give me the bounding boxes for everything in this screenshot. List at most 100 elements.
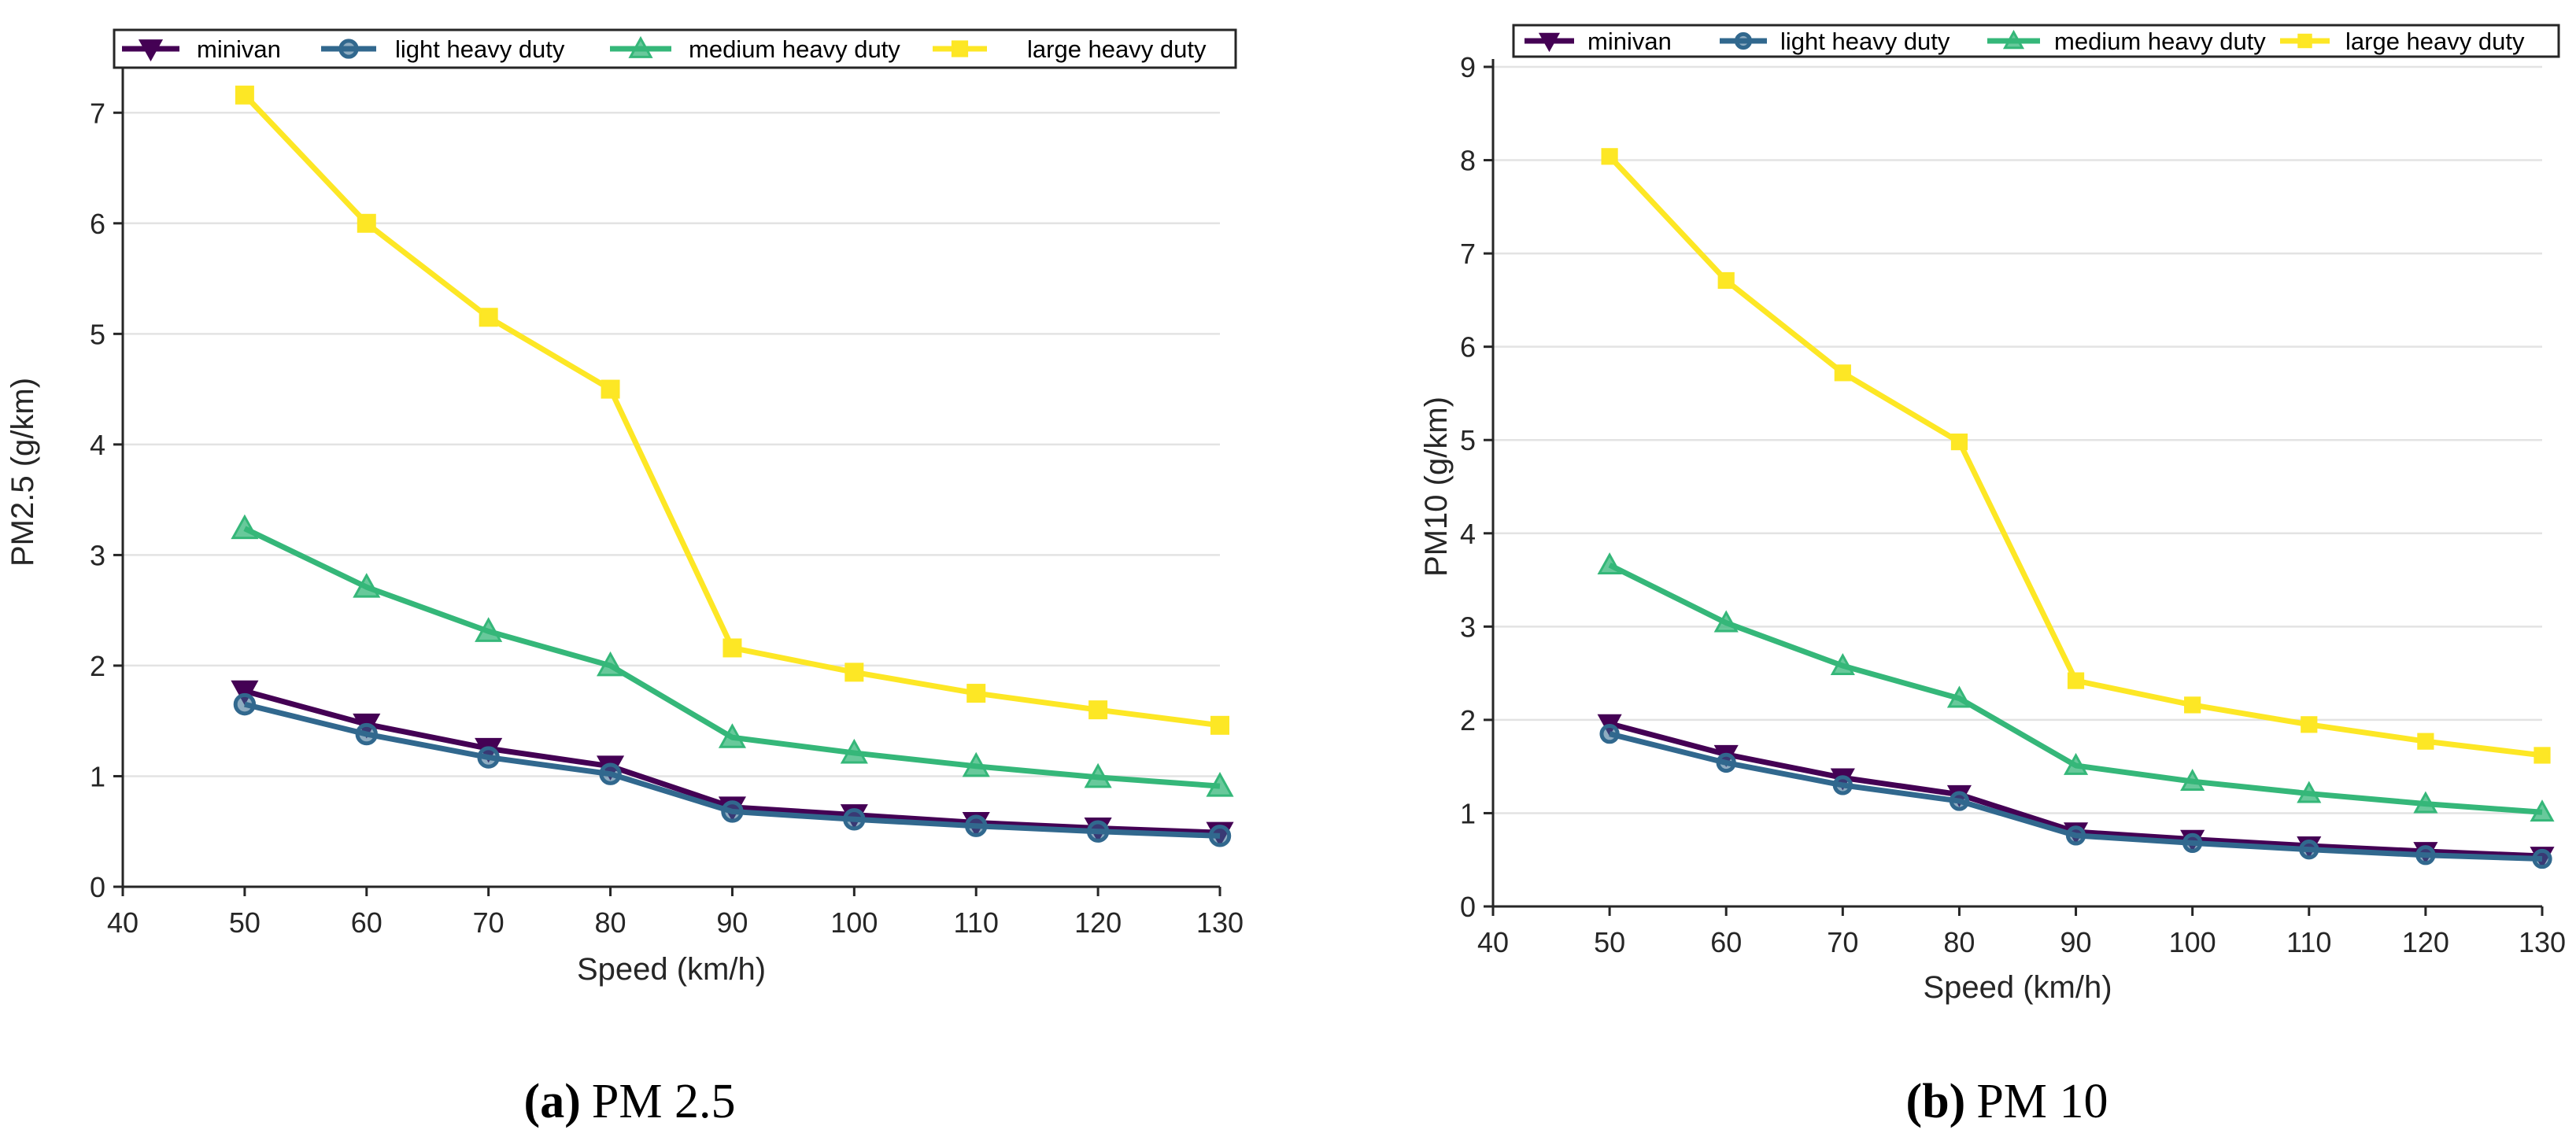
legend-label: minivan [1587, 28, 1672, 55]
chart-panel-a: 0 1 2 3 4 5 6 7 40 50 60 70 80 90 100 110 120 130 Speed (k… [6, 28, 1244, 1128]
data-point [965, 814, 988, 837]
y-tick-label: 1 [1460, 797, 1476, 829]
data-point [1084, 762, 1112, 788]
y-tick-label: 9 [1460, 51, 1476, 83]
caption-letter: (a) [524, 1075, 581, 1128]
series-medium-heavy-duty [1597, 552, 2555, 822]
x-axis-label: Speed (km/h) [1923, 970, 2112, 1005]
legend-swatch-marker [138, 39, 164, 62]
data-point [1086, 820, 1110, 843]
data-point [1210, 715, 1229, 735]
legend-label: light heavy duty [395, 35, 565, 63]
x-tick-label: 130 [1196, 906, 1244, 939]
legend: minivan light heavy duty medium heavy duty… [113, 28, 1237, 69]
legend-label: large heavy duty [1027, 35, 1207, 63]
legend-swatch-marker [951, 40, 969, 57]
y-tick-label: 4 [1460, 518, 1476, 550]
data-point [2064, 752, 2089, 775]
data-point [1832, 775, 1853, 795]
legend-label: light heavy duty [1780, 28, 1950, 55]
data-point [1830, 653, 1855, 676]
data-point [2180, 769, 2205, 792]
series-large-heavy-duty [1601, 148, 2551, 764]
y-tick-label: 5 [1460, 424, 1476, 456]
data-point [2533, 747, 2551, 764]
x-tick-label: 80 [1943, 926, 1975, 958]
data-point [1208, 825, 1232, 847]
x-tick-label: 80 [595, 906, 626, 939]
data-point [1946, 685, 1972, 708]
data-point [231, 680, 259, 706]
legend-swatch-marker [1734, 31, 1753, 50]
y-tick-label: 4 [90, 429, 105, 461]
data-point [2297, 781, 2322, 803]
x-axis-label: Speed (km/h) [577, 952, 766, 987]
x-tick-label: 40 [1477, 926, 1509, 958]
series-line [242, 93, 1221, 729]
legend-item: large heavy duty [2280, 28, 2525, 55]
data-point [477, 746, 500, 769]
data-point [721, 800, 744, 823]
data-point [843, 808, 866, 831]
x-tick-label: 50 [229, 906, 261, 939]
y-tick-label: 3 [90, 539, 105, 571]
legend-item: minivan [1525, 28, 1672, 55]
data-point [355, 722, 378, 746]
data-point [1088, 700, 1108, 720]
data-point [840, 738, 868, 764]
data-point [353, 573, 381, 598]
x-tick-label: 70 [473, 906, 504, 939]
x-tick-label: 130 [2519, 926, 2566, 958]
data-point [1950, 433, 1968, 451]
data-point [2413, 791, 2438, 814]
legend-swatch-marker [628, 35, 653, 58]
legend-item: light heavy duty [321, 35, 565, 63]
y-tick-label: 0 [90, 871, 105, 903]
y-axis-label: PM2.5 (g/km) [6, 378, 40, 567]
data-point [1949, 791, 1970, 811]
legend-item: large heavy duty [933, 35, 1207, 63]
series-medium-heavy-duty [231, 514, 1234, 797]
data-point [1717, 271, 1735, 290]
legend-item: minivan [122, 35, 281, 63]
x-tick-label: 100 [830, 906, 878, 939]
y-tick-label: 2 [90, 650, 105, 682]
y-tick-label: 0 [1460, 891, 1476, 923]
caption-text: PM 10 [1976, 1075, 2108, 1128]
data-point [2417, 733, 2434, 750]
x-tick-label: 120 [2402, 926, 2449, 958]
y-tick-label: 7 [1460, 238, 1476, 270]
y-axis-label: PM10 (g/km) [1419, 397, 1454, 577]
data-point [599, 762, 622, 785]
x-tick-label: 90 [2060, 926, 2092, 958]
data-point [235, 85, 254, 105]
data-point [601, 379, 620, 399]
y-tick-label: 2 [1460, 704, 1476, 736]
data-point [723, 638, 742, 658]
x-tick-label: 40 [107, 906, 139, 939]
series-line [1607, 154, 2543, 759]
x-tick-label: 70 [1827, 926, 1858, 958]
y-tick-label: 1 [90, 760, 105, 792]
data-point [1713, 610, 1739, 633]
data-point [2182, 832, 2203, 854]
legend-label: medium heavy duty [2054, 28, 2266, 55]
x-tick-label: 60 [351, 906, 383, 939]
data-point [1716, 752, 1736, 773]
figure-caption: (a) PM 2.5 [524, 1075, 736, 1128]
data-point [357, 213, 376, 233]
legend-label: minivan [197, 35, 281, 63]
x-tick-label: 60 [1710, 926, 1742, 958]
data-point [2065, 825, 2086, 846]
data-point [479, 308, 498, 327]
data-point [1206, 772, 1234, 797]
data-point [233, 692, 257, 716]
legend-swatch-marker [338, 39, 359, 59]
figure-caption: (b) PM 10 [1906, 1075, 2108, 1128]
y-tick-label: 3 [1460, 611, 1476, 643]
data-point [475, 617, 503, 642]
caption-letter: (b) [1906, 1075, 1966, 1128]
data-point [2530, 799, 2555, 822]
data-point [1601, 148, 1618, 165]
